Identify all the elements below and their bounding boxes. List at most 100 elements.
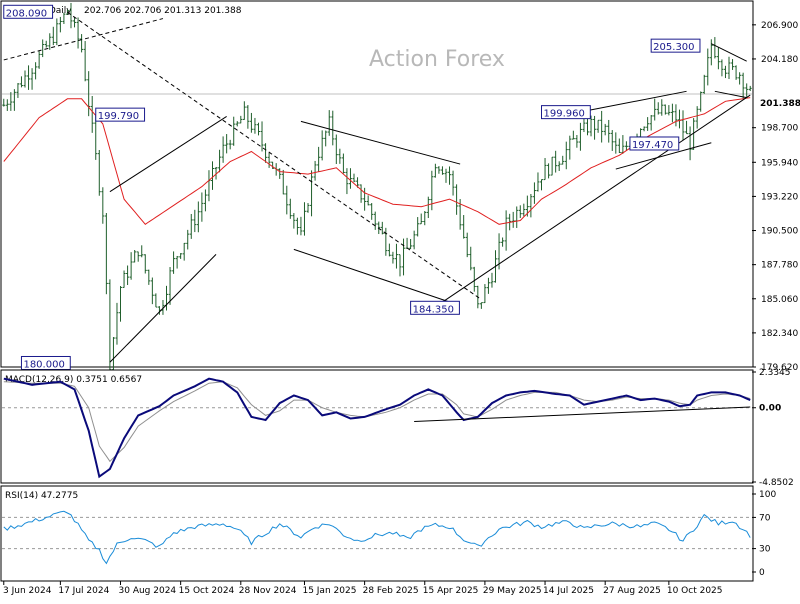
- annotation-text: 208.090: [6, 8, 47, 19]
- current-price-box: [754, 96, 800, 108]
- price-annotations: 208.090 199.790 180.000 184.350 199.960 197.4…: [3, 4, 701, 370]
- price-bar: [607, 119, 611, 143]
- price-bar: [554, 150, 558, 173]
- price-bar: [490, 272, 494, 288]
- price-bar: [168, 267, 172, 305]
- price-bar: [2, 98, 6, 107]
- price-bar: [543, 158, 547, 181]
- rsi-title: RSI(14) 47.2775: [5, 491, 78, 501]
- price-bar: [210, 161, 214, 190]
- price-bar: [235, 121, 239, 127]
- rsi-series: [2, 510, 752, 565]
- price-bar: [295, 217, 299, 235]
- price-bar: [501, 237, 505, 247]
- price-bar: [172, 251, 176, 274]
- price-bar: [699, 91, 703, 112]
- x-tick-label: 17 Jul 2024: [58, 586, 109, 596]
- rsi-y-tick-label: 70: [759, 513, 771, 523]
- price-bar: [380, 221, 384, 235]
- price-bar: [41, 39, 45, 58]
- price-bar: [402, 238, 406, 276]
- annotation-text: 180.000: [23, 359, 64, 370]
- price-bar: [716, 47, 720, 70]
- annotation-label: 205.300: [650, 38, 701, 53]
- price-bar: [281, 169, 285, 195]
- price-bar: [271, 161, 275, 169]
- price-bar: [479, 302, 483, 309]
- price-bar: [359, 184, 363, 203]
- price-bar: [317, 146, 321, 172]
- annotation-text: 199.790: [98, 111, 139, 122]
- price-bar: [578, 122, 582, 151]
- price-bar: [486, 277, 490, 294]
- price-bar: [19, 76, 23, 88]
- x-tick-label: 28 Nov 2024: [239, 586, 297, 596]
- price-bar: [621, 135, 625, 154]
- annotation-label: 199.790: [95, 107, 146, 122]
- price-bar: [136, 251, 140, 262]
- trendline: [109, 254, 217, 363]
- price-bar: [87, 71, 91, 117]
- annotation-box: [20, 355, 71, 370]
- price-bar: [462, 215, 466, 239]
- price-bar: [469, 246, 473, 271]
- price-bar: [334, 134, 338, 164]
- price-bar: [189, 213, 193, 239]
- price-bar: [73, 17, 77, 28]
- annotation-label: 197.470: [629, 136, 680, 151]
- price-bar: [196, 201, 200, 233]
- price-bar: [239, 115, 243, 124]
- price-bar: [278, 168, 282, 179]
- price-bar: [656, 102, 660, 115]
- x-tick-label: 28 Feb 2025: [363, 586, 419, 596]
- annotation-box: [629, 136, 680, 151]
- price-bar: [674, 104, 678, 127]
- price-bar: [203, 189, 207, 212]
- annotation-box: [3, 4, 54, 19]
- price-bar: [373, 211, 377, 230]
- macd-panel-frame: [0, 369, 754, 484]
- price-bar: [193, 209, 197, 233]
- price-bar: [30, 68, 34, 90]
- price-bar: [444, 168, 448, 183]
- price-bar: [154, 293, 158, 308]
- price-bar: [80, 34, 84, 53]
- annotation-text: 199.960: [544, 109, 585, 120]
- y-tick-label: 179.620: [761, 363, 798, 373]
- price-bar: [27, 65, 31, 90]
- price-bar: [302, 202, 306, 236]
- price-bar: [557, 161, 561, 172]
- price-bar: [348, 168, 352, 189]
- price-bar: [65, 9, 69, 15]
- price-bar: [246, 105, 250, 129]
- price-bar: [738, 72, 742, 85]
- price-bar: [200, 192, 204, 222]
- price-bar: [69, 2, 73, 29]
- price-bar: [624, 141, 628, 151]
- price-bar: [133, 249, 137, 263]
- price-bar: [702, 74, 706, 94]
- price-bar: [37, 51, 41, 69]
- price-bar: [115, 302, 119, 345]
- price-bar: [409, 238, 413, 250]
- price-bar: [150, 277, 154, 305]
- price-bar: [709, 39, 713, 66]
- price-bar: [327, 110, 331, 136]
- y-tick-label: 195.940: [761, 158, 798, 168]
- price-bar: [228, 139, 232, 150]
- price-bar: [695, 106, 699, 129]
- price-bar: [147, 269, 151, 285]
- watermark: Action Forex: [369, 47, 505, 72]
- annotation-box: [95, 107, 146, 122]
- current-price-tag: 201.388: [754, 96, 800, 109]
- price-bar: [345, 168, 349, 195]
- price-bar: [720, 59, 724, 77]
- price-bar: [575, 134, 579, 148]
- x-tick-label: 29 May 2025: [483, 586, 542, 596]
- annotation-box: [541, 105, 591, 120]
- macd-y-tick-label: 0.00: [759, 404, 781, 414]
- price-bar: [182, 242, 186, 261]
- trendline: [442, 94, 751, 303]
- price-bar: [370, 203, 374, 220]
